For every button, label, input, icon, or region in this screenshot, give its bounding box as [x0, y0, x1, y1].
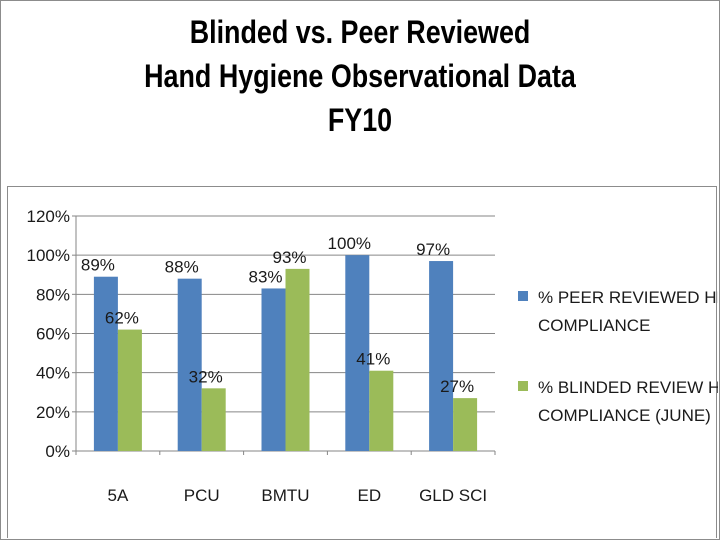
- title-line-3: FY10: [327, 102, 393, 138]
- x-category-label: PCU: [184, 486, 220, 505]
- x-category-label: ED: [357, 486, 381, 505]
- legend-label: COMPLIANCE: [538, 316, 650, 335]
- title-line-1: Blinded vs. Peer Reviewed: [189, 14, 531, 50]
- data-label: 62%: [105, 309, 139, 328]
- chart-area: 0% 20% 40% 60% 80% 100% 120% 89% 62% 5A 88% 32% PCU 8…: [7, 186, 718, 538]
- data-label: 97%: [416, 240, 450, 259]
- bar: [369, 370, 394, 451]
- bar: [93, 276, 118, 451]
- data-label: 32%: [189, 367, 223, 386]
- legend-label: % PEER REVIEWED HH: [538, 288, 718, 307]
- bar: [453, 398, 478, 451]
- data-label: 88%: [165, 258, 199, 277]
- bar: [285, 268, 310, 451]
- y-tick-label: 80%: [36, 285, 70, 304]
- y-tick-label: 20%: [36, 403, 70, 422]
- legend-swatch: [518, 291, 528, 301]
- data-label: 89%: [81, 256, 115, 275]
- y-tick-label: 120%: [27, 207, 70, 226]
- x-category-label: BMTU: [261, 486, 309, 505]
- data-label: 83%: [248, 267, 282, 286]
- data-label: 27%: [440, 377, 474, 396]
- bar: [201, 388, 226, 451]
- bar: [117, 329, 142, 451]
- y-tick-label: 100%: [27, 246, 70, 265]
- y-tick-label: 60%: [36, 325, 70, 344]
- bar: [345, 255, 370, 451]
- chart-title: Blinded vs. Peer Reviewed Hand Hygiene O…: [0, 10, 720, 142]
- legend-label: % BLINDED REVIEW HH: [538, 378, 718, 397]
- data-label: 93%: [272, 248, 306, 267]
- data-label: 41%: [356, 350, 390, 369]
- legend-swatch: [518, 381, 528, 391]
- bar: [177, 278, 202, 451]
- legend-label: COMPLIANCE (JUNE): [538, 406, 711, 425]
- bar: [429, 261, 454, 451]
- title-line-2: Hand Hygiene Observational Data: [144, 58, 576, 94]
- bar: [261, 288, 286, 451]
- bar-chart: 0% 20% 40% 60% 80% 100% 120% 89% 62% 5A 88% 32% PCU 8…: [27, 207, 718, 505]
- data-label: 100%: [328, 234, 371, 253]
- y-tick-label: 0%: [45, 442, 70, 461]
- x-category-label: GLD SCI: [419, 486, 487, 505]
- y-tick-label: 40%: [36, 364, 70, 383]
- x-category-label: 5A: [108, 486, 129, 505]
